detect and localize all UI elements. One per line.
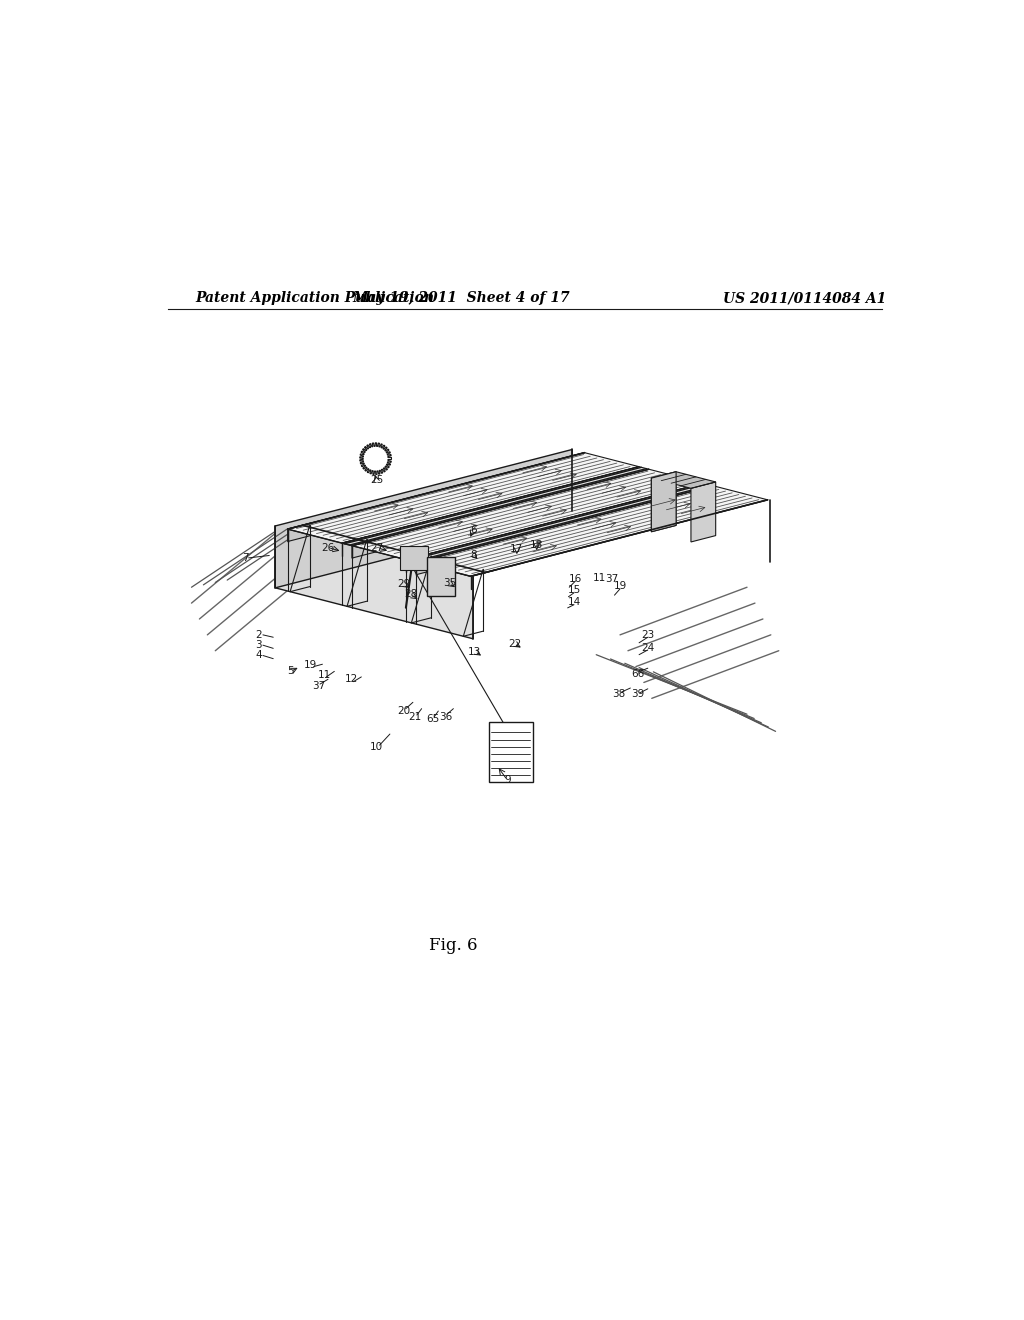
Text: 8: 8 <box>470 549 476 560</box>
Text: 10: 10 <box>370 742 383 752</box>
Polygon shape <box>651 471 716 488</box>
Text: 65: 65 <box>426 714 439 723</box>
Text: Fig. 6: Fig. 6 <box>429 937 477 954</box>
Text: 9: 9 <box>504 775 511 785</box>
Polygon shape <box>342 467 649 545</box>
Text: 28: 28 <box>403 590 417 599</box>
Text: 38: 38 <box>611 689 625 698</box>
Text: 66: 66 <box>631 669 644 678</box>
Text: 37: 37 <box>605 573 618 583</box>
Text: 7: 7 <box>242 553 249 562</box>
Polygon shape <box>275 450 572 587</box>
Polygon shape <box>417 486 768 577</box>
Text: 12: 12 <box>345 675 358 684</box>
Text: 17: 17 <box>510 544 523 554</box>
Text: 4: 4 <box>256 651 262 660</box>
Text: 39: 39 <box>631 689 644 700</box>
Text: 11: 11 <box>593 573 606 582</box>
Text: 15: 15 <box>567 585 581 595</box>
Text: 19: 19 <box>613 581 627 591</box>
Text: 11: 11 <box>318 669 332 680</box>
Text: 6: 6 <box>470 525 476 535</box>
Polygon shape <box>407 483 713 562</box>
Text: US 2011/0114084 A1: US 2011/0114084 A1 <box>723 292 887 305</box>
Text: 5: 5 <box>288 667 294 676</box>
Text: Patent Application Publication: Patent Application Publication <box>196 292 434 305</box>
Text: 36: 36 <box>439 711 452 722</box>
Text: 16: 16 <box>569 573 583 583</box>
Text: 23: 23 <box>641 630 654 640</box>
Polygon shape <box>288 453 639 543</box>
Text: 22: 22 <box>508 639 521 648</box>
Text: 21: 21 <box>409 713 422 722</box>
Polygon shape <box>352 469 649 558</box>
Text: 14: 14 <box>567 598 581 607</box>
Bar <box>399 545 428 570</box>
Text: May 19, 2011  Sheet 4 of 17: May 19, 2011 Sheet 4 of 17 <box>352 292 570 305</box>
Text: 3: 3 <box>256 640 262 651</box>
Polygon shape <box>651 471 676 532</box>
Polygon shape <box>359 442 391 475</box>
Text: 19: 19 <box>304 660 317 671</box>
Polygon shape <box>288 453 585 541</box>
Bar <box>427 557 455 597</box>
Text: 24: 24 <box>641 643 654 652</box>
Text: 13: 13 <box>468 647 481 656</box>
Text: 27: 27 <box>371 543 384 553</box>
Text: 26: 26 <box>322 543 335 553</box>
Polygon shape <box>417 486 713 574</box>
Polygon shape <box>651 471 676 532</box>
Text: 25: 25 <box>370 475 383 486</box>
Polygon shape <box>275 525 473 639</box>
Text: 37: 37 <box>312 681 325 692</box>
Text: 20: 20 <box>397 706 411 715</box>
Text: 35: 35 <box>442 578 456 589</box>
Polygon shape <box>352 469 703 560</box>
Text: 2: 2 <box>256 630 262 640</box>
Text: 18: 18 <box>530 540 544 550</box>
Polygon shape <box>691 482 716 543</box>
Text: 29: 29 <box>397 579 411 589</box>
Bar <box>489 722 532 781</box>
